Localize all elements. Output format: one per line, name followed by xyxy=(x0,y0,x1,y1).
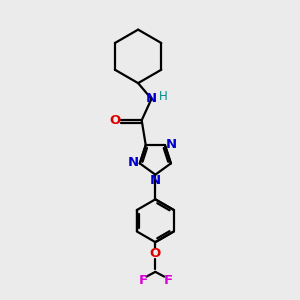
Text: N: N xyxy=(150,173,161,187)
Text: N: N xyxy=(166,138,177,151)
Text: N: N xyxy=(146,92,157,105)
Text: F: F xyxy=(138,274,147,287)
Text: O: O xyxy=(150,247,161,260)
Text: F: F xyxy=(163,274,172,287)
Text: H: H xyxy=(158,90,167,103)
Text: N: N xyxy=(128,156,139,169)
Text: O: O xyxy=(109,114,121,127)
